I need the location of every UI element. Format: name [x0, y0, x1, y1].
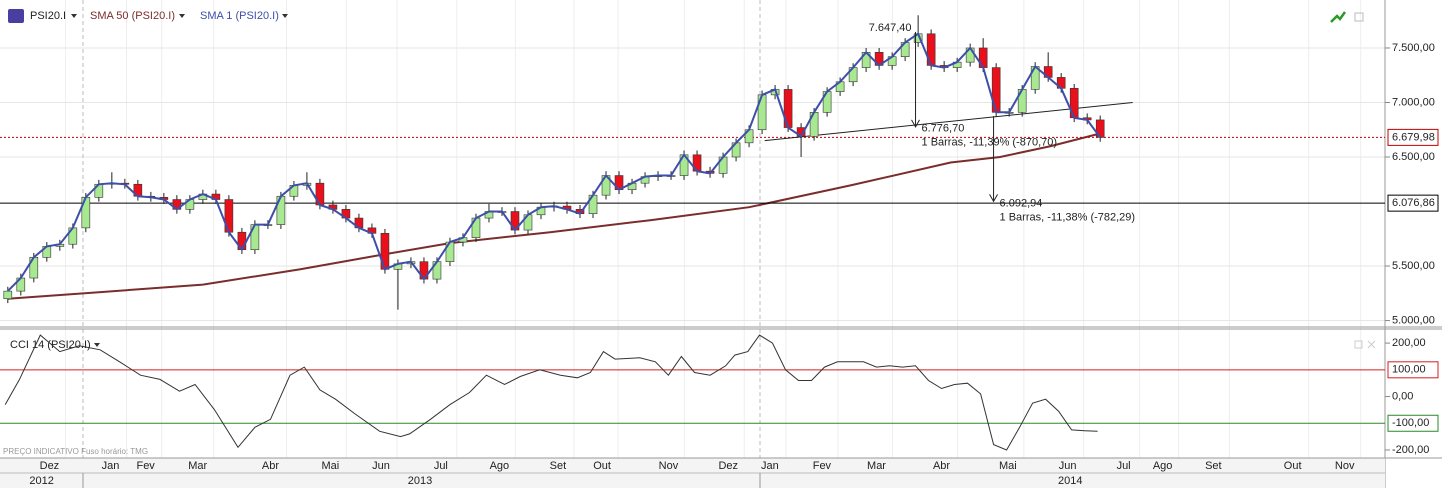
- x-tick-label: Jun: [372, 460, 390, 472]
- x-tick-label: Jul: [1117, 460, 1131, 472]
- x-tick-label: Mar: [867, 460, 886, 472]
- x-tick-label: Fev: [136, 460, 155, 472]
- measure-arrow: [911, 119, 920, 128]
- measure-label: 6.092,94: [1000, 197, 1043, 209]
- y-tick-label: -200,00: [1392, 444, 1429, 456]
- candle-body: [3, 290, 13, 300]
- x-tick-label: Abr: [262, 460, 279, 472]
- maximize-icon[interactable]: [1354, 340, 1363, 349]
- grid-layer: [0, 0, 1385, 473]
- y-tick-label: 5.500,00: [1392, 260, 1435, 272]
- year-label: 2012: [29, 475, 53, 487]
- x-tick-label: Jan: [102, 460, 120, 472]
- y-tick-label: 7.000,00: [1392, 96, 1435, 108]
- x-tick-label: Abr: [933, 460, 950, 472]
- x-tick-label: Mai: [321, 460, 339, 472]
- measure-note: 1 Barras, -11,39% (-870,70): [922, 137, 1058, 149]
- close-icon[interactable]: [1367, 340, 1376, 349]
- x-tick-label: Dez: [40, 460, 60, 472]
- value-tag: [1387, 414, 1439, 432]
- value-tag-label: 100,00: [1392, 364, 1426, 376]
- x-tick-label: Nov: [1335, 460, 1355, 472]
- y-tick-label: 7.500,00: [1392, 42, 1435, 54]
- dropdown-arrow[interactable]: [94, 343, 100, 347]
- symbol-label[interactable]: PSI20.I: [30, 10, 66, 22]
- value-tag: [1387, 128, 1439, 146]
- x-tick-label: Ago: [490, 460, 510, 472]
- y-tick-label: 0,00: [1392, 390, 1413, 402]
- indicator-line: [4, 334, 1098, 451]
- x-tick-label: Set: [550, 460, 567, 472]
- x-tick-label: Fev: [813, 460, 832, 472]
- dropdown-arrow[interactable]: [179, 14, 185, 18]
- value-tag-label: 6.076,86: [1392, 197, 1435, 209]
- indicator-title[interactable]: CCI 14 (PSI20.I): [10, 339, 91, 351]
- x-tick-label: Dez: [718, 460, 738, 472]
- measure-note: 1 Barras, -11,38% (-782,29): [1000, 211, 1136, 223]
- dropdown-arrow[interactable]: [282, 14, 288, 18]
- x-tick-label: Ago: [1153, 460, 1173, 472]
- x-tick-label: Out: [593, 460, 611, 472]
- value-tag-label: -100,00: [1392, 417, 1429, 429]
- sma-line: [7, 133, 1098, 300]
- x-tick-label: Mar: [188, 460, 207, 472]
- x-tick-label: Jan: [761, 460, 779, 472]
- maximize-icon[interactable]: [1354, 12, 1364, 22]
- footer-note: PREÇO INDICATIVO Fuso horário: TMG: [3, 447, 148, 456]
- x-tick-label: Out: [1284, 460, 1302, 472]
- x-tick-label: Jul: [434, 460, 448, 472]
- dropdown-arrow[interactable]: [71, 14, 77, 18]
- y-tick-label: 6.500,00: [1392, 151, 1435, 163]
- toolbar: PSI20.I SMA 50 (PSI20.I) SMA 1 (PSI20.I)…: [3, 9, 1376, 456]
- toggle-icon[interactable]: [1330, 11, 1347, 23]
- y-tick-label: 5.000,00: [1392, 314, 1435, 326]
- symbol-icon[interactable]: [8, 9, 24, 23]
- measure-label: 7.647,40: [869, 22, 912, 34]
- value-tag: [1387, 194, 1439, 212]
- x-tick-label: Jun: [1059, 460, 1077, 472]
- year-label: 2014: [1058, 475, 1082, 487]
- legend-entry[interactable]: SMA 50 (PSI20.I): [90, 10, 175, 22]
- value-tag: [1387, 361, 1439, 379]
- legend-entry[interactable]: SMA 1 (PSI20.I): [200, 10, 279, 22]
- x-tick-label: Nov: [659, 460, 679, 472]
- sma-line: [7, 32, 1102, 292]
- x-tick-label: Mai: [999, 460, 1017, 472]
- year-label: 2013: [408, 475, 432, 487]
- measure-label: 6.776,70: [922, 123, 965, 135]
- x-tick-label: Set: [1205, 460, 1222, 472]
- value-tag-label: 6.679,98: [1392, 131, 1435, 143]
- measure-arrow: [989, 194, 998, 203]
- y-tick-label: 200,00: [1392, 337, 1426, 349]
